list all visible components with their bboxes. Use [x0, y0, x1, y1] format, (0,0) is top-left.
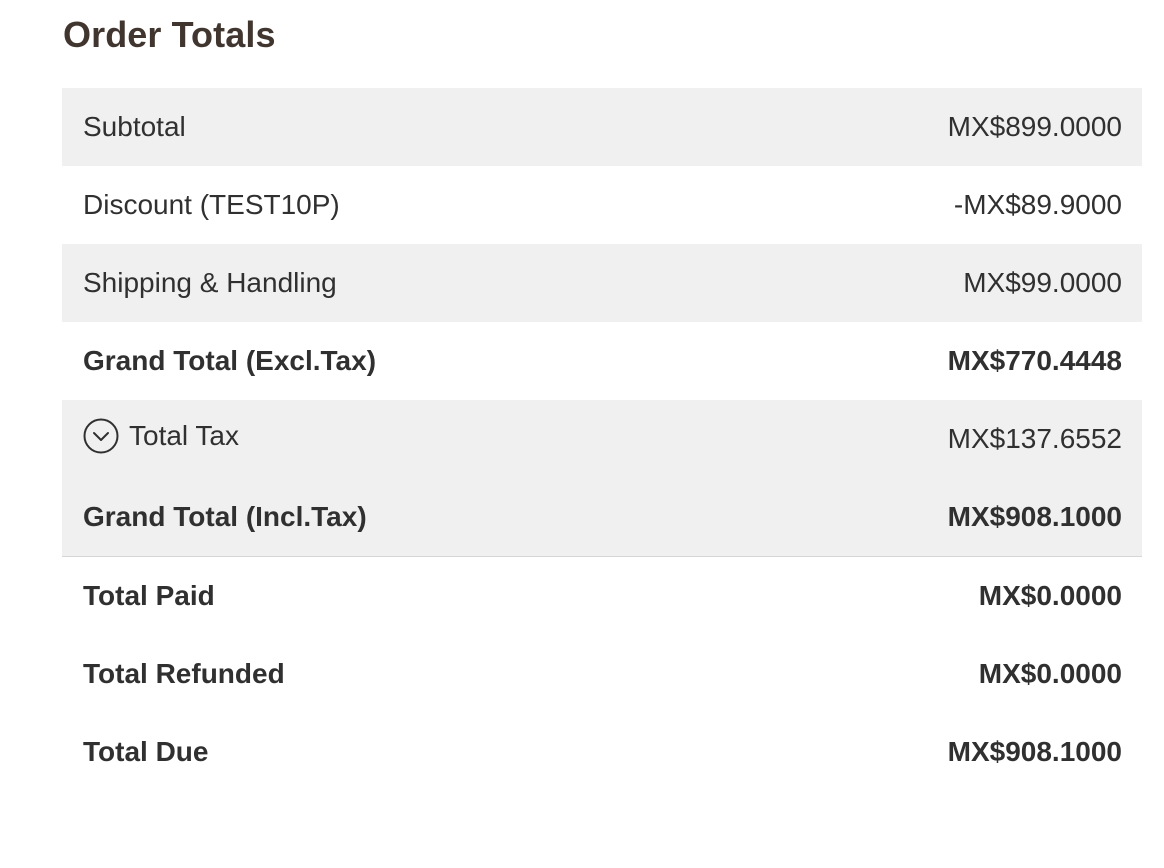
- subtotal-label: Subtotal: [62, 88, 602, 166]
- total-refunded-label: Total Refunded: [83, 658, 285, 689]
- total-tax-row[interactable]: Total Tax MX$137.6552: [62, 400, 1142, 478]
- total-refunded-row: Total Refunded MX$0.0000: [62, 635, 1142, 713]
- subtotal-row: Subtotal MX$899.0000: [62, 88, 1142, 166]
- grand-total-incl-tax-amount: MX$908.1000: [602, 478, 1142, 557]
- total-paid-row: Total Paid MX$0.0000: [62, 557, 1142, 636]
- discount-row: Discount (TEST10P) -MX$89.9000: [62, 166, 1142, 244]
- total-refunded-amount: MX$0.0000: [978, 658, 1122, 689]
- total-paid-label: Total Paid: [83, 580, 215, 611]
- shipping-label: Shipping & Handling: [62, 244, 602, 322]
- grand-total-excl-tax-label: Grand Total (Excl.Tax): [83, 345, 377, 376]
- total-tax-amount: MX$137.6552: [602, 400, 1142, 478]
- total-due-row: Total Due MX$908.1000: [62, 713, 1142, 791]
- total-tax-toggle[interactable]: Total Tax: [83, 418, 239, 454]
- grand-total-incl-tax-row: Grand Total (Incl.Tax) MX$908.1000: [62, 478, 1142, 557]
- discount-amount: -MX$89.9000: [953, 189, 1122, 220]
- chevron-down-circle-icon[interactable]: [83, 418, 119, 454]
- page-title: Order Totals: [63, 14, 276, 55]
- total-tax-label: Total Tax: [129, 419, 239, 451]
- total-due-amount: MX$908.1000: [947, 736, 1122, 767]
- subtotal-amount: MX$899.0000: [602, 88, 1142, 166]
- shipping-row: Shipping & Handling MX$99.0000: [62, 244, 1142, 322]
- total-due-label: Total Due: [83, 736, 209, 767]
- shipping-amount: MX$99.0000: [602, 244, 1142, 322]
- total-paid-amount: MX$0.0000: [978, 580, 1122, 611]
- order-totals-table: Subtotal MX$899.0000 Discount (TEST10P) …: [62, 88, 1142, 791]
- grand-total-excl-tax-row: Grand Total (Excl.Tax) MX$770.4448: [62, 322, 1142, 400]
- grand-total-incl-tax-label: Grand Total (Incl.Tax): [62, 478, 602, 557]
- grand-total-excl-tax-amount: MX$770.4448: [947, 345, 1122, 376]
- discount-label: Discount (TEST10P): [83, 189, 340, 220]
